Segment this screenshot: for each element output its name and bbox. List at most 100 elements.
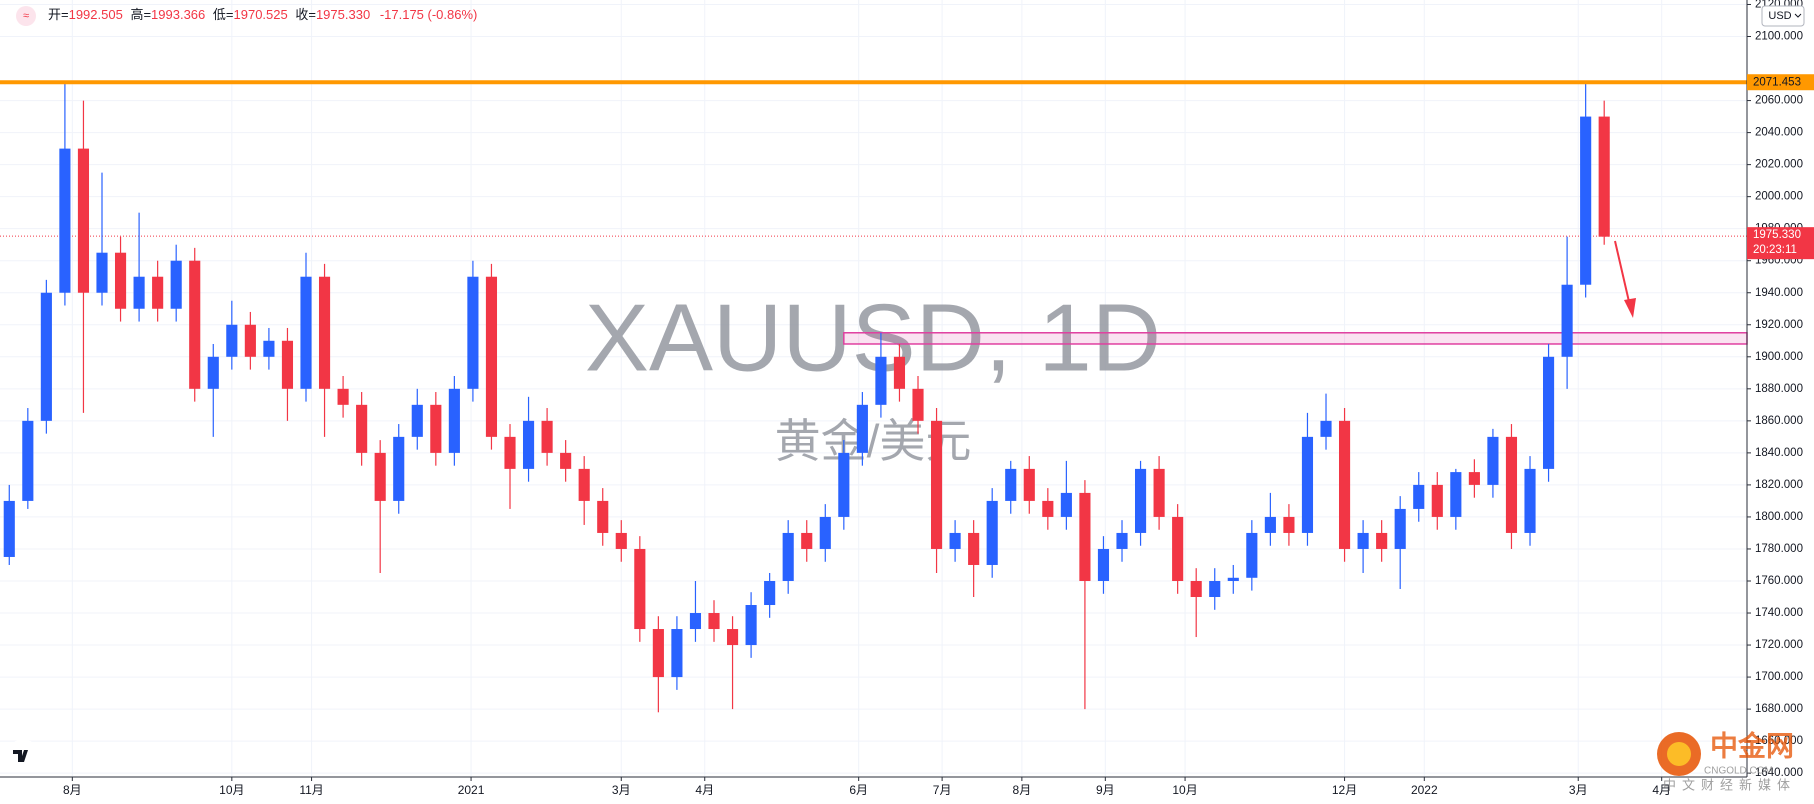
candle-body xyxy=(541,420,553,453)
logo-slogan: 中文财经新媒体 xyxy=(1663,777,1796,792)
y-tick-label: 1840.000 xyxy=(1755,447,1803,459)
candle-body xyxy=(1394,508,1406,549)
candle-body xyxy=(226,324,238,357)
candle-body xyxy=(597,500,609,533)
tv-logo[interactable] xyxy=(13,750,28,762)
candle-body xyxy=(467,276,479,389)
x-tick-label: 10月 xyxy=(1172,783,1197,797)
x-tick-label: 4月 xyxy=(695,783,714,797)
ohlc-header: 开=1992.505 高=1993.366 低=1970.525 收=1975.… xyxy=(48,7,477,22)
candle-body xyxy=(281,340,294,389)
y-tick-label: 1940.000 xyxy=(1755,287,1803,299)
candle-body xyxy=(40,292,52,421)
candle-body xyxy=(1320,420,1332,437)
y-tick-label: 2120.000 xyxy=(1755,0,1803,11)
candle-body xyxy=(1079,492,1091,581)
candle-body xyxy=(1524,468,1536,533)
candle-body xyxy=(1264,516,1276,533)
candle-body xyxy=(930,420,943,549)
low-value: 1970.525 xyxy=(234,7,288,22)
logo-inner xyxy=(1667,742,1691,766)
last-price-label: 1975.330 xyxy=(1753,229,1801,241)
y-tick-label: 1680.000 xyxy=(1755,703,1803,715)
y-tick-label: 1660.000 xyxy=(1755,735,1803,747)
candle-body xyxy=(374,452,386,501)
candle-body xyxy=(152,276,164,309)
candle-body xyxy=(1097,548,1110,581)
candle-body xyxy=(1376,532,1388,549)
y-tick-label: 1860.000 xyxy=(1755,415,1803,427)
candle-body xyxy=(1580,116,1592,285)
candle-body xyxy=(1134,468,1147,533)
candle-body xyxy=(689,613,702,630)
candle-body xyxy=(59,148,71,293)
countdown-label: 20:23:11 xyxy=(1753,244,1797,256)
support-zone xyxy=(843,332,1748,345)
logo-name: 中金网 xyxy=(1710,729,1794,761)
header-icon-glyph: ≈ xyxy=(23,10,29,22)
y-tick-label: 1700.000 xyxy=(1755,671,1803,683)
currency-caret xyxy=(1794,13,1802,18)
candle-body xyxy=(1450,472,1462,517)
candle-body xyxy=(430,404,442,453)
x-tick-label: 10月 xyxy=(219,783,244,797)
candle-body xyxy=(114,252,127,309)
candle-body xyxy=(1246,532,1258,578)
candle-body xyxy=(1190,580,1202,598)
header-icon xyxy=(16,6,36,26)
y-tick-label: 1920.000 xyxy=(1755,319,1803,331)
candle-body xyxy=(207,356,219,389)
candle-body xyxy=(1005,468,1017,501)
y-tick-label: 1900.000 xyxy=(1755,351,1803,363)
grid xyxy=(0,0,1747,777)
currency-button[interactable] xyxy=(1761,5,1805,27)
y-tick-label: 1880.000 xyxy=(1755,383,1803,395)
y-tick-label: 2020.000 xyxy=(1755,159,1803,171)
candle-body xyxy=(615,532,627,549)
candle-body xyxy=(1023,468,1035,501)
candle-body xyxy=(801,532,813,549)
candle-body xyxy=(77,148,90,293)
candle-body xyxy=(708,613,720,630)
candle-body xyxy=(22,420,34,501)
high-label: 高= xyxy=(130,7,151,22)
candle-body xyxy=(1431,484,1443,517)
candle-body xyxy=(1283,516,1295,533)
y-tick-label: 1740.000 xyxy=(1755,607,1803,619)
candle-body xyxy=(1172,516,1184,581)
x-tick-label: 6月 xyxy=(849,783,868,797)
candle-body xyxy=(726,629,739,646)
candle-body xyxy=(1561,284,1573,357)
open-value: 1992.505 xyxy=(69,7,123,22)
symbol-watermark: XAUUSD, 1D xyxy=(585,284,1161,391)
change-value: -17.175 (-0.86%) xyxy=(380,7,478,22)
arrow-head xyxy=(1624,298,1636,318)
candle-body xyxy=(1227,577,1239,581)
candle-body xyxy=(634,548,646,630)
candle-body xyxy=(1060,492,1072,517)
candle-body xyxy=(560,452,572,469)
x-axis: 8月 10月 11月 2021 3月 4月 6月 7月 8月 9月 10月 12月 2022 3月 4月 xyxy=(63,777,1671,797)
arrow-annotation xyxy=(1614,240,1631,307)
candle-body xyxy=(838,452,850,517)
candle-body xyxy=(986,500,998,565)
candle-body xyxy=(1153,468,1165,517)
candle-body xyxy=(448,388,460,453)
candle-body xyxy=(578,468,590,501)
y-tick-label: 1780.000 xyxy=(1755,543,1803,555)
last-price-label-bg xyxy=(1747,227,1814,260)
candle-body xyxy=(244,324,256,357)
candle-body xyxy=(745,605,757,646)
y-tick-label: 1760.000 xyxy=(1755,575,1803,587)
currency-label[interactable]: USD xyxy=(1768,10,1791,22)
x-tick-label: 4月 xyxy=(1652,783,1671,797)
candle-body xyxy=(1209,580,1221,598)
y-tick-label: 2000.000 xyxy=(1755,191,1803,203)
close-label: 收= xyxy=(295,7,316,22)
y-tick-label: 1800.000 xyxy=(1755,511,1803,523)
candle-body xyxy=(318,276,331,389)
x-tick-label: 3月 xyxy=(612,783,631,797)
candle-body xyxy=(764,580,776,606)
